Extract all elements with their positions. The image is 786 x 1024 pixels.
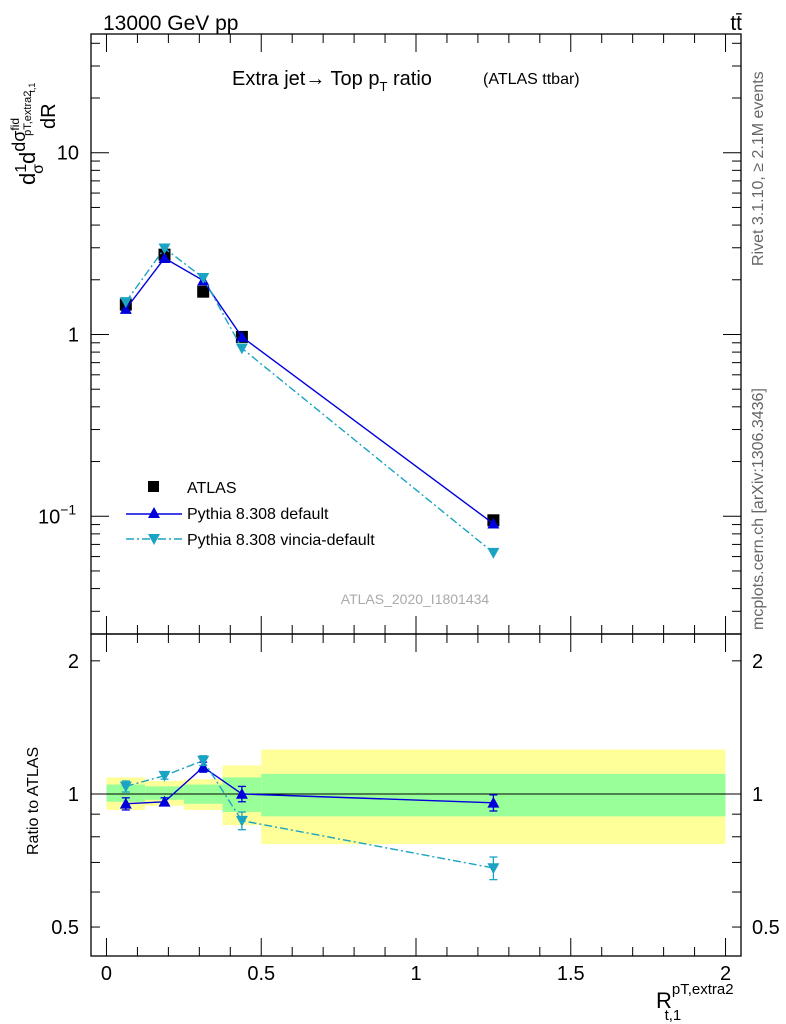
main-data-point (119, 303, 132, 314)
chart-subtitle: (ATLAS ttbar) (483, 71, 580, 88)
ratio-y-axis-label: Ratio to ATLAS (25, 747, 42, 855)
ylabel-fid: fid (8, 118, 22, 131)
x-tick-label: 0.5 (247, 963, 275, 985)
xlabel-sub: t,1 (665, 1007, 682, 1024)
energy-label: 13000 GeV pp (103, 12, 238, 35)
ratio-data-point (119, 781, 132, 793)
uncertainty-band-inner (106, 784, 146, 802)
x-tick-label: 0 (101, 963, 112, 985)
ylabel-d2: d (15, 152, 40, 164)
main-y-tick-exp: −1 (60, 501, 76, 517)
chart-title: Extra jet→ Top pT ratio (232, 68, 432, 94)
main-y-tick-label: 1 (68, 324, 79, 346)
x-tick-label: 1.5 (557, 963, 585, 985)
legend-label-pythia: Pythia 8.308 default (187, 506, 329, 523)
legend-marker-vincia (148, 534, 160, 545)
legend-marker-atlas (148, 481, 159, 492)
ratio-data-point (158, 795, 171, 807)
ylabel-t1: t,1 (27, 83, 37, 93)
main-series-line (125, 257, 494, 525)
ratio-data-point (197, 755, 210, 767)
source-label: mcplots.cern.ch [arXiv:1306.3436] (750, 388, 767, 630)
legend-marker-pythia (148, 507, 160, 518)
main-y-tick-label: 10−1 (38, 501, 76, 528)
ylabel-sigma: σ (30, 164, 47, 174)
process-label: tt̄ (730, 12, 742, 35)
chart-title-sub: T (379, 79, 387, 94)
ylabel-dsigma: dσ (9, 131, 29, 152)
main-y-tick-base: 10 (38, 506, 60, 528)
svg-text:d1σddσfidpT,extra2t,1: d1σddσfidpT,extra2t,1 (8, 83, 47, 185)
main-y-axis-label: d1σddσfidpT,extra2t,1 dR (8, 83, 60, 185)
ratio-data-point (235, 787, 248, 799)
ylabel-dr: dR (38, 103, 60, 129)
legend-label-vincia: Pythia 8.308 vincia-default (187, 532, 375, 549)
main-data-point (197, 285, 210, 298)
x-tick-label: 2 (720, 963, 731, 985)
rivet-version-label: Rivet 3.1.10, ≥ 2.1M events (750, 71, 767, 266)
ratio-y-tick-label-right: 0.5 (752, 917, 780, 939)
ratio-data-point (487, 863, 500, 874)
ratio-y-tick-label-left: 1 (68, 784, 79, 806)
analysis-watermark: ATLAS_2020_I1801434 (341, 591, 490, 607)
xlabel-base: R (656, 988, 672, 1013)
uncertainty-band-inner (145, 786, 184, 800)
ratio-data-point (235, 815, 248, 827)
main-data-point (158, 243, 171, 255)
ratio-y-tick-label-left: 2 (68, 651, 79, 673)
main-y-tick-label: 10 (57, 143, 79, 165)
xlabel-sup: pT,extra2 (672, 981, 734, 998)
main-data-point (119, 297, 132, 308)
ratio-panel: 2 2 1 1 0.5 0.5 0 0.5 1 1.5 2 (51, 633, 780, 985)
main-data-point (235, 330, 248, 342)
chart-title-mid: Top p (325, 68, 379, 90)
main-data-point (235, 343, 248, 355)
main-data-point (487, 547, 500, 559)
main-data-point (197, 273, 210, 284)
chart-title-main: Extra jet (232, 68, 306, 90)
ratio-data-point (158, 770, 171, 782)
ratio-y-tick-label-right: 1 (752, 784, 763, 806)
main-data-point (487, 517, 500, 529)
x-tick-label: 1 (410, 963, 421, 985)
ratio-y-tick-label-left: 0.5 (51, 917, 79, 939)
ylabel-d1: d (15, 173, 40, 185)
ylabel-1: 1 (13, 164, 30, 173)
x-axis-label: RpT,extra2 t,1 (656, 981, 734, 1024)
ratio-data-point (119, 797, 132, 809)
chart-title-tail: ratio (387, 68, 431, 90)
legend: ATLAS Pythia 8.308 default Pythia 8.308 … (126, 480, 375, 549)
ratio-data-point (487, 796, 500, 808)
title-arrow: → (305, 68, 325, 90)
main-data-point (158, 252, 171, 263)
ratio-y-tick-label-right: 2 (752, 651, 763, 673)
ylabel-pt: pT,extra2 (22, 91, 34, 136)
legend-label-atlas: ATLAS (187, 480, 237, 497)
